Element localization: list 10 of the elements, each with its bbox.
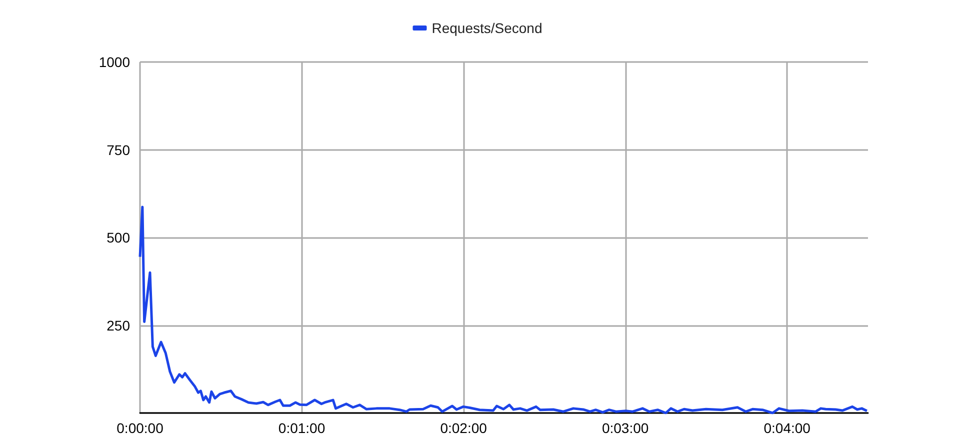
y-tick-label: 250	[106, 317, 130, 334]
x-tick-label: 0:00:00	[116, 420, 164, 436]
y-tick-label: 750	[106, 142, 130, 158]
x-tick-label: 0:04:00	[764, 420, 811, 436]
x-tick-label: 0:01:00	[278, 420, 326, 436]
y-tick-label: 500	[106, 230, 130, 246]
legend-label: Requests/Second	[432, 20, 542, 36]
x-tick-label: 0:02:00	[440, 420, 488, 436]
y-tick-label: 1000	[98, 54, 130, 70]
x-tick-label: 0:03:00	[602, 420, 649, 436]
